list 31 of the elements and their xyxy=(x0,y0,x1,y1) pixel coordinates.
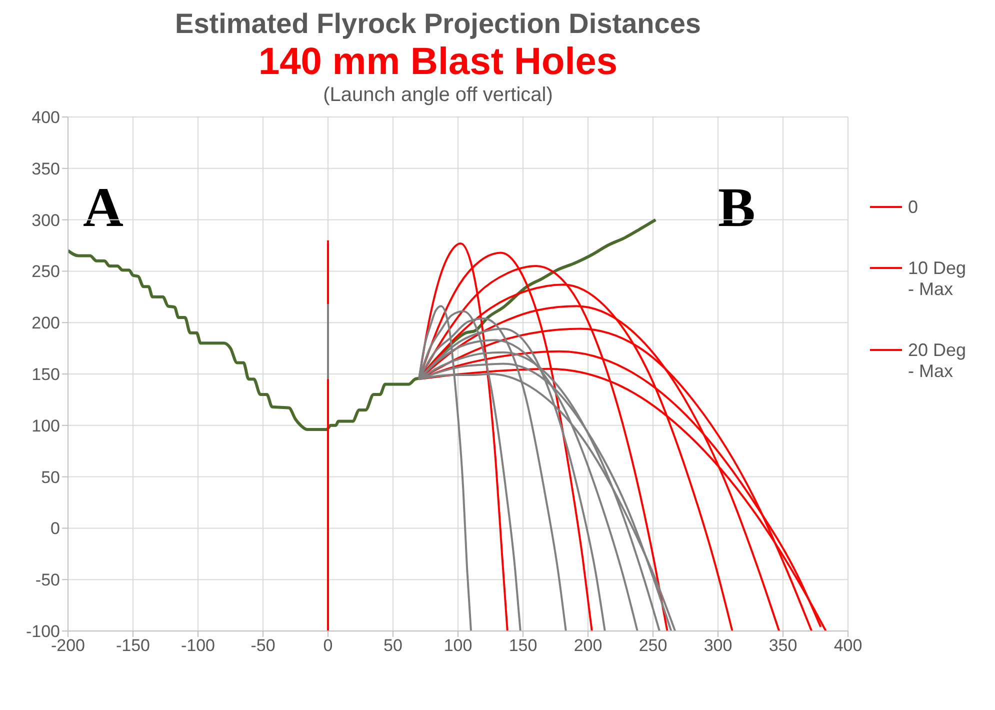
y-tick-label: 250 xyxy=(32,262,60,282)
legend-label: 20 Deg - Max xyxy=(908,340,968,382)
legend-label: 10 Deg - Max xyxy=(908,258,968,300)
x-tick-label: 400 xyxy=(834,636,862,656)
x-tick-label: 300 xyxy=(704,636,732,656)
y-tick-label: 350 xyxy=(32,159,60,178)
chart-title: Estimated Flyrock Projection Distances xyxy=(174,8,702,40)
x-tick-label: 100 xyxy=(444,636,472,656)
y-tick-label: 300 xyxy=(32,210,60,230)
x-tick-label: 200 xyxy=(574,636,602,656)
x-tick-label: -50 xyxy=(250,636,276,656)
chart-subtitle: 140 mm Blast Holes xyxy=(257,40,619,84)
y-tick-label: 0 xyxy=(50,519,60,538)
y-tick-label: 100 xyxy=(32,416,60,436)
x-tick-label: 350 xyxy=(768,636,798,656)
x-tick-label: 250 xyxy=(638,636,668,656)
y-tick-label: 400 xyxy=(32,108,60,128)
y-tick-label: 50 xyxy=(41,468,60,487)
x-tick-label: -150 xyxy=(116,636,150,656)
annotation: B xyxy=(718,177,756,239)
y-tick-label: -50 xyxy=(35,570,60,590)
y-tick-label: 200 xyxy=(32,314,60,333)
x-tick-label: 50 xyxy=(384,636,402,656)
annotation: A xyxy=(83,177,124,239)
x-tick-label: 150 xyxy=(508,636,538,656)
x-tick-label: -100 xyxy=(180,636,216,656)
text: (Launch angle off vertical) xyxy=(322,84,554,107)
y-tick-label: 150 xyxy=(32,365,60,384)
legend-label: 0 xyxy=(908,197,920,218)
x-tick-label: 0 xyxy=(323,636,333,656)
x-tick-label: -200 xyxy=(50,636,86,656)
